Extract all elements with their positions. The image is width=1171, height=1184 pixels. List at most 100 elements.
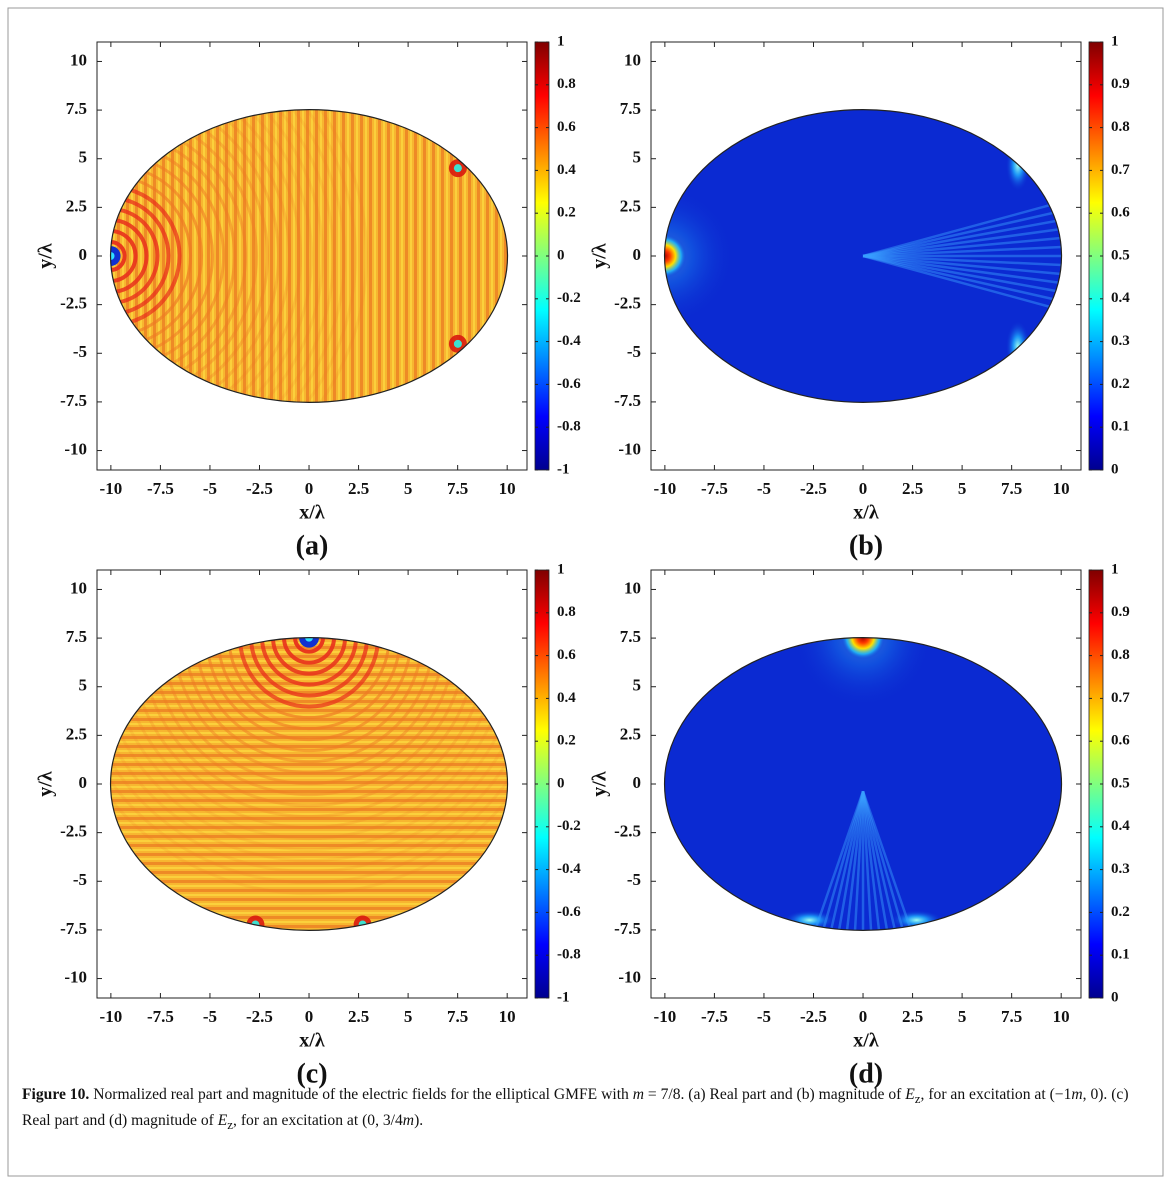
- y-tick-label: 5: [79, 148, 88, 167]
- x-tick-label: 2.5: [348, 1007, 369, 1026]
- colorbar-tick-label: -0.2: [557, 818, 581, 834]
- x-tick-label: 7.5: [447, 1007, 468, 1026]
- colorbar-tick-label: 1: [557, 561, 565, 577]
- y-tick-label: -10: [618, 967, 641, 986]
- x-tick-label: 5: [404, 1007, 413, 1026]
- caption-math: m: [402, 1112, 415, 1130]
- x-tick-label: -2.5: [800, 479, 827, 498]
- y-tick-label: 10: [624, 50, 641, 69]
- wave-ring: [110, 109, 347, 403]
- x-tick-label: -7.5: [147, 479, 174, 498]
- y-tick-label: 0: [633, 245, 642, 264]
- y-tick-label: -5: [627, 342, 641, 361]
- colorbar-tick-label: -0.4: [557, 333, 581, 349]
- y-tick-label: 10: [624, 578, 641, 597]
- colorbar-tick-label: 0.6: [557, 647, 576, 663]
- panel: -10 -7.5 -5 -2.5 0 2.5 5 7.5 10107.552.50-2.5-5-…: [589, 33, 1131, 561]
- x-tick-label: -2.5: [246, 479, 273, 498]
- x-tick-label: 0: [859, 1007, 868, 1026]
- wave-ring: [172, 637, 446, 775]
- x-tick-label: -5: [203, 479, 217, 498]
- field-ray: [862, 236, 1062, 258]
- colorbar-tick-label: 0.6: [1111, 733, 1130, 749]
- x-tick-label: -2.5: [246, 1007, 273, 1026]
- y-tick-label: 7.5: [620, 627, 641, 646]
- colorbar-tick-label: -1: [557, 461, 570, 477]
- x-axis-label: x/λ: [299, 1030, 325, 1052]
- field-ray: [862, 254, 1062, 303]
- y-tick-label: -5: [73, 870, 87, 889]
- field-ray: [829, 791, 865, 931]
- wave-ring: [110, 637, 508, 885]
- caption-text: = 7/8. (a) Real part and (b) magnitude o…: [643, 1086, 906, 1103]
- colorbar-tick-label: 0.3: [1111, 861, 1130, 877]
- y-tick-label: 5: [633, 676, 642, 695]
- field-ray: [861, 791, 881, 931]
- wave-ring: [110, 109, 303, 403]
- x-tick-label: -7.5: [701, 1007, 728, 1026]
- x-tick-label: 5: [958, 1007, 967, 1026]
- colorbar-tick-label: 1: [1111, 561, 1119, 577]
- y-tick-label: -10: [64, 967, 87, 986]
- field-ray: [862, 200, 1062, 258]
- wave-ring: [194, 637, 424, 753]
- colorbar-tick-label: 0.3: [1111, 333, 1130, 349]
- ellipse-boundary: [663, 109, 1063, 403]
- colorbar-tick-label: 0.8: [557, 604, 576, 620]
- field-ray: [845, 791, 865, 931]
- x-tick-label: 10: [1053, 1007, 1070, 1026]
- wave-ring: [110, 637, 508, 863]
- colorbar-tick-label: 0.5: [1111, 775, 1130, 791]
- colorbar-tick-label: -0.8: [557, 947, 581, 963]
- wave-ring: [249, 637, 370, 698]
- caption-math: E: [905, 1086, 915, 1103]
- field-glow: [793, 637, 934, 708]
- x-axis-label: x/λ: [853, 502, 879, 524]
- caption-math: z: [914, 1091, 921, 1107]
- y-tick-label: -5: [73, 342, 87, 361]
- x-tick-label: 7.5: [1001, 479, 1022, 498]
- x-tick-label: 2.5: [902, 479, 923, 498]
- colorbar-tick-label: 0: [557, 247, 565, 263]
- wave-ring: [110, 109, 358, 403]
- y-tick-label: 2.5: [66, 196, 87, 215]
- source-core: [305, 637, 314, 642]
- field-ray: [861, 791, 889, 931]
- caption-math: E: [217, 1112, 228, 1130]
- x-tick-label: -10: [654, 479, 677, 498]
- wave-ring: [110, 637, 508, 896]
- colorbar-tick-label: 0.4: [557, 690, 576, 706]
- colorbar-tick-label: -1: [557, 989, 570, 1005]
- colorbar-tick-label: 1: [1111, 33, 1119, 49]
- field-ray: [861, 791, 897, 931]
- wave-ring: [205, 637, 413, 742]
- colorbar-tick-label: 0: [1111, 989, 1119, 1005]
- y-tick-label: -10: [64, 439, 87, 458]
- y-axis-label: y/λ: [35, 243, 57, 269]
- y-axis-label: y/λ: [35, 771, 57, 797]
- field-ray: [861, 791, 873, 931]
- field-ray: [862, 245, 1062, 258]
- field: [110, 637, 508, 931]
- wave-ring: [110, 109, 292, 403]
- panel: -10 -7.5 -5 -2.5 0 2.5 5 7.5 10107.552.50-2.5-5-…: [35, 33, 582, 561]
- x-tick-label: 10: [1053, 479, 1070, 498]
- ellipse-boundary: [109, 637, 509, 931]
- panel-label: (a): [296, 530, 329, 561]
- wave-ring: [110, 109, 270, 403]
- y-tick-label: -7.5: [614, 391, 641, 410]
- field-ray: [837, 791, 865, 931]
- wave-ring: [110, 637, 508, 841]
- x-tick-label: -7.5: [701, 479, 728, 498]
- caption-text: , for an excitation at (−1: [920, 1086, 1072, 1103]
- wave-ring: [260, 637, 359, 687]
- panel-label: (c): [296, 1058, 327, 1089]
- y-tick-label: 2.5: [620, 724, 641, 743]
- y-tick-label: 10: [70, 50, 87, 69]
- y-axis-label: y/λ: [589, 771, 611, 797]
- wave-ring: [128, 637, 490, 819]
- ellipse-boundary: [109, 109, 509, 403]
- y-tick-label: -2.5: [60, 822, 87, 841]
- source: [841, 637, 886, 660]
- y-tick-label: -10: [618, 439, 641, 458]
